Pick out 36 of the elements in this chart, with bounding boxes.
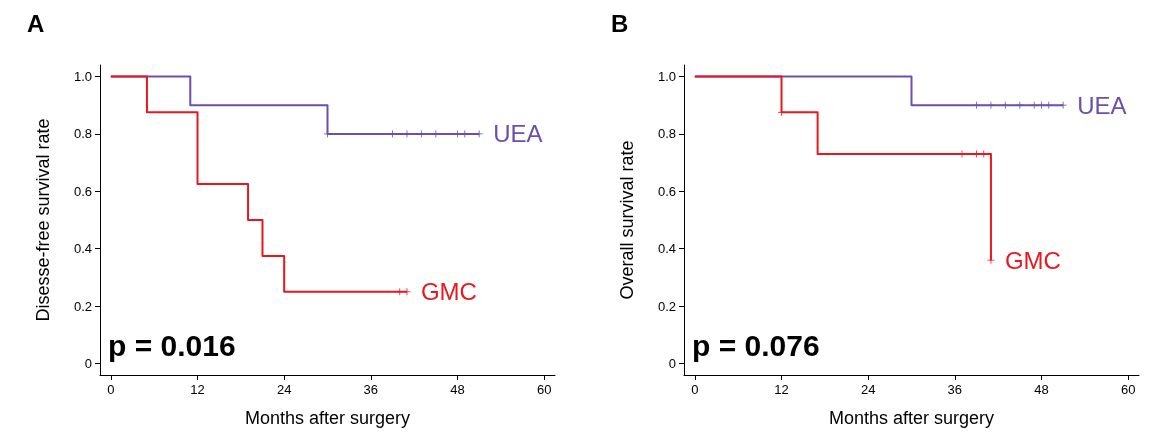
annotation: p = 0.016	[108, 328, 236, 362]
y-tick-label: 0.6	[657, 183, 676, 199]
x-axis-title: Months after surgery	[244, 408, 411, 428]
y-tick-label: 0.4	[657, 241, 676, 257]
x-tick-label: 36	[947, 382, 963, 397]
annotation: p = 0.076	[692, 328, 820, 362]
x-tick-label: 60	[1120, 382, 1136, 397]
series-label: UEA	[493, 120, 543, 148]
y-tick-label: 0	[84, 356, 92, 372]
y-axis-title: Disesse-free survival rate	[33, 118, 53, 322]
x-tick-label: 0	[691, 382, 699, 397]
series-label: UEA	[1077, 91, 1127, 119]
y-tick-label: 0.6	[73, 183, 92, 199]
y-tick-label: 0.4	[73, 241, 92, 257]
chart-title: A	[27, 9, 45, 37]
x-tick-label: 60	[536, 382, 552, 397]
x-axis-title: Months after surgery	[828, 408, 995, 428]
y-tick-label: 0.2	[73, 298, 92, 314]
x-tick-label: 24	[860, 382, 876, 397]
x-tick-label: 48	[450, 382, 465, 397]
x-tick-label: 12	[190, 382, 205, 397]
y-axis-title: Overall survival rate	[617, 140, 637, 300]
y-tick-label: 0	[668, 356, 676, 372]
y-tick-label: 1.0	[657, 68, 676, 84]
x-tick-label: 12	[774, 382, 789, 397]
chart-title: B	[611, 9, 629, 37]
x-tick-label: 36	[363, 382, 379, 397]
y-tick-label: 0.8	[73, 126, 92, 142]
series-label: GMC	[420, 278, 477, 306]
x-tick-label: 0	[107, 382, 115, 397]
y-tick-label: 0.2	[657, 298, 676, 314]
x-tick-label: 48	[1034, 382, 1049, 397]
series-label: GMC	[1004, 246, 1061, 274]
y-tick-label: 1.0	[73, 68, 92, 84]
x-tick-label: 24	[276, 382, 292, 397]
y-tick-label: 0.8	[657, 126, 676, 142]
